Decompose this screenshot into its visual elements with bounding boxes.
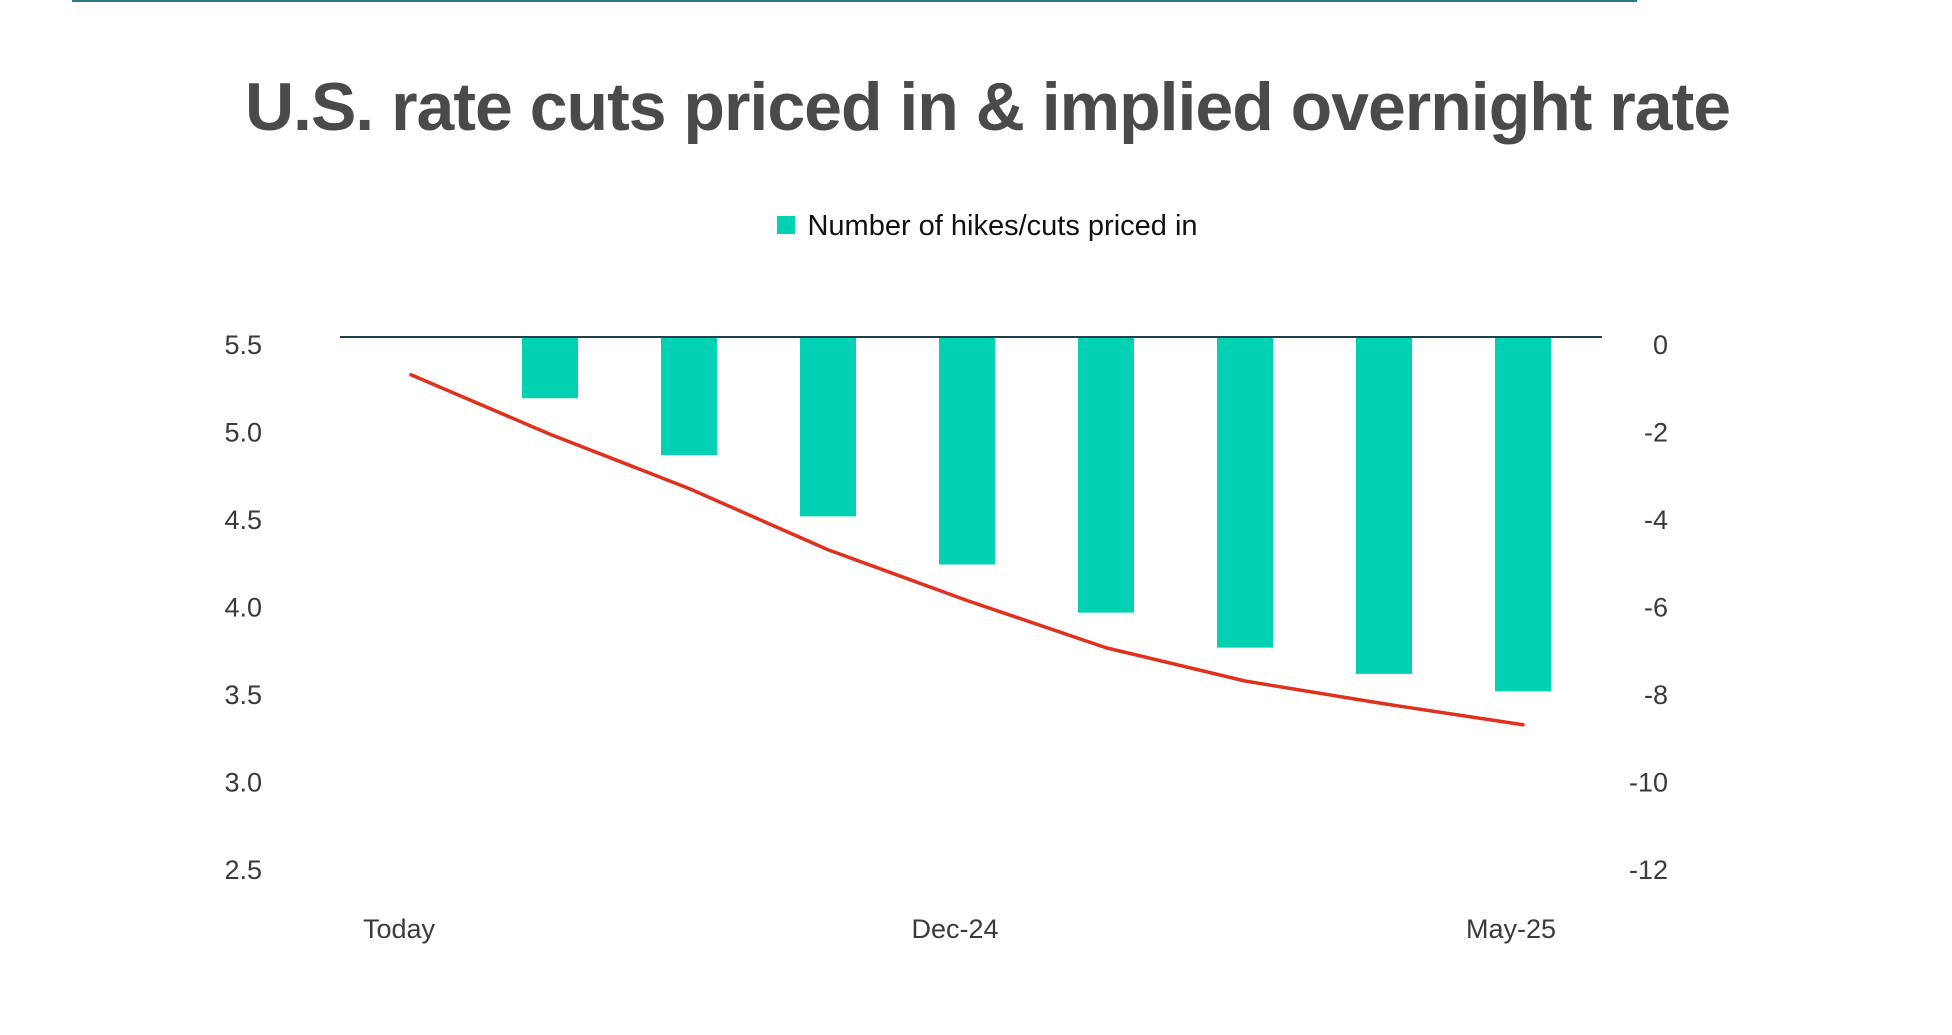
bar-2 <box>661 337 717 456</box>
left-tick-label: 4.0 <box>224 593 262 623</box>
bar-4 <box>939 337 995 565</box>
bar-8 <box>1495 337 1551 692</box>
bar-3 <box>800 337 856 517</box>
left-tick-label: 3.5 <box>224 680 262 710</box>
left-tick-label: 5.5 <box>224 330 262 360</box>
bar-1 <box>522 337 578 399</box>
right-tick-label: -6 <box>1644 593 1668 623</box>
left-axis: 5.5 5.0 4.5 4.0 3.5 3.0 2.5 <box>224 330 262 885</box>
right-tick-label: -8 <box>1644 680 1668 710</box>
chart-title: U.S. rate cuts priced in & implied overn… <box>244 69 1731 145</box>
bar-5 <box>1078 337 1134 613</box>
bar-7 <box>1356 337 1412 674</box>
x-tick-label: Today <box>363 914 436 944</box>
x-axis: Today Dec-24 May-25 <box>363 914 1556 944</box>
right-axis: 0 -2 -4 -6 -8 -10 -12 <box>1629 330 1668 885</box>
top-rule <box>72 0 1637 2</box>
legend: Number of hikes/cuts priced in <box>0 210 1952 243</box>
bar-6 <box>1217 337 1273 648</box>
rate-line <box>409 373 1525 727</box>
right-tick-label: -4 <box>1644 505 1668 535</box>
bar-series <box>522 337 1551 692</box>
legend-swatch <box>777 216 796 235</box>
left-tick-label: 4.5 <box>224 505 262 535</box>
right-tick-label: -12 <box>1629 855 1668 885</box>
left-tick-label: 2.5 <box>224 855 262 885</box>
left-tick-label: 5.0 <box>224 418 262 448</box>
x-tick-label: Dec-24 <box>911 914 998 944</box>
legend-label: Number of hikes/cuts priced in <box>807 210 1198 242</box>
x-tick-label: May-25 <box>1466 914 1556 944</box>
right-tick-label: 0 <box>1653 330 1668 360</box>
legend-item-hikes-cuts: Number of hikes/cuts priced in <box>777 210 1198 243</box>
left-tick-label: 3.0 <box>224 768 262 798</box>
right-tick-label: -10 <box>1629 768 1668 798</box>
right-tick-label: -2 <box>1644 418 1668 448</box>
